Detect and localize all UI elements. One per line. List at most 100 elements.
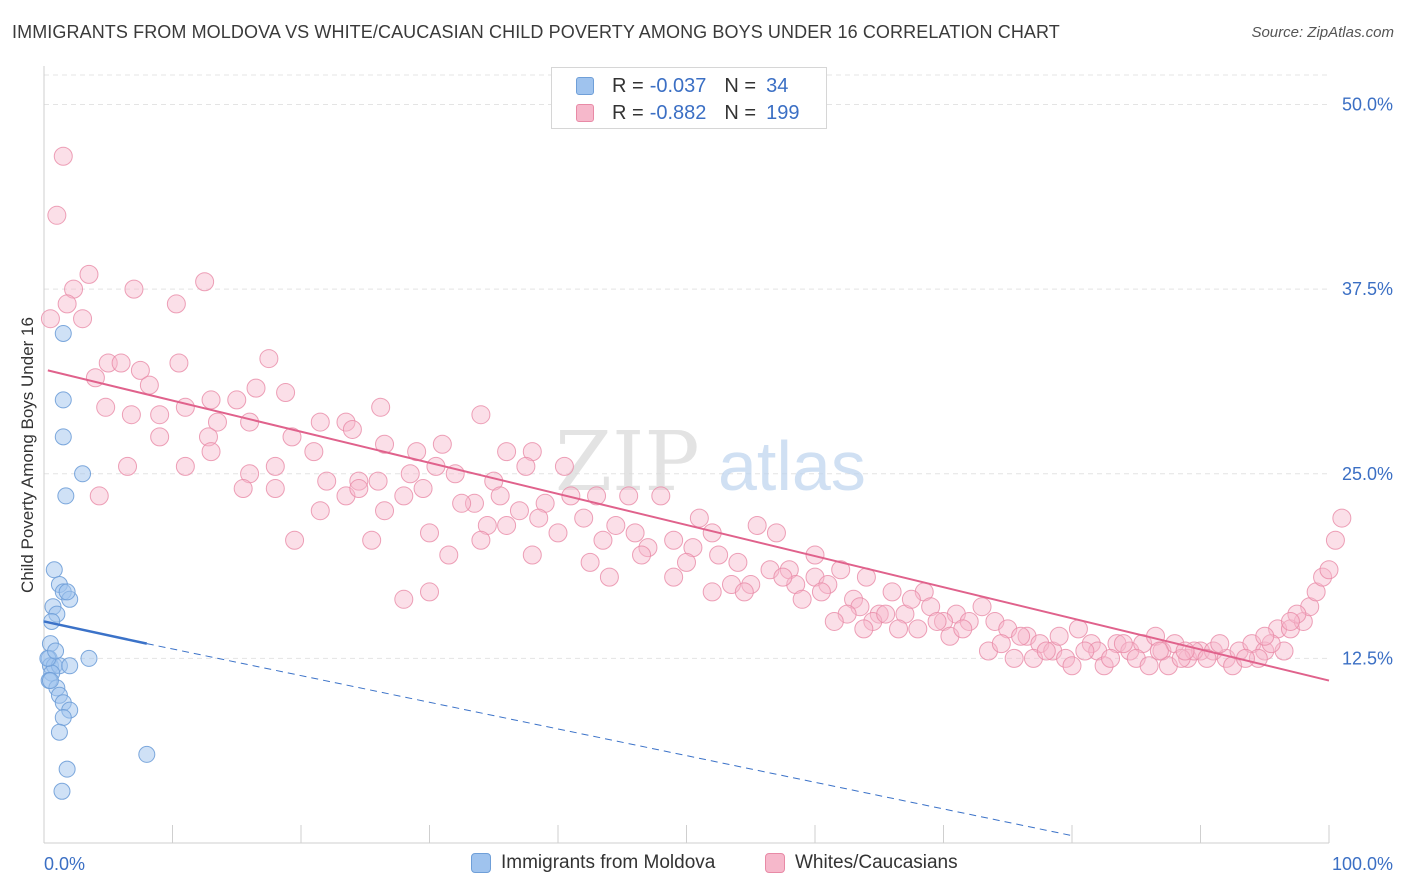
data-point-whites: [1149, 641, 1169, 661]
data-point-whites: [599, 567, 619, 587]
data-point-whites: [1056, 648, 1076, 668]
data-point-whites: [1094, 656, 1114, 676]
stats-legend: R = -0.037 N = 34 R = -0.882 N = 199: [551, 67, 827, 129]
y-tick-label: 37.5%: [1342, 279, 1393, 299]
data-point-moldova: [54, 324, 72, 342]
y-tick-label: 25.0%: [1342, 464, 1393, 484]
data-point-moldova: [58, 760, 76, 778]
data-point-whites: [709, 545, 729, 565]
data-point-whites: [1261, 634, 1281, 654]
data-point-whites: [349, 479, 369, 499]
data-point-whites: [561, 486, 581, 506]
data-point-whites: [876, 604, 896, 624]
data-point-whites: [953, 619, 973, 639]
data-point-whites: [1113, 634, 1133, 654]
data-point-whites: [664, 567, 684, 587]
bottom-legend-whites: Whites/Caucasians: [765, 852, 958, 874]
data-point-whites: [310, 412, 330, 432]
data-point-moldova: [74, 465, 92, 483]
legend-r-value: -0.037: [649, 74, 707, 97]
data-point-whites: [233, 479, 253, 499]
data-point-whites: [471, 405, 491, 425]
data-point-whites: [908, 619, 928, 639]
legend-n-value: 34: [766, 74, 789, 97]
trend-line-moldova-extension: [146, 643, 1073, 837]
data-point-whites: [805, 545, 825, 565]
data-point-whites: [118, 456, 138, 476]
data-point-whites: [811, 582, 831, 602]
series-moldova: [39, 324, 156, 800]
data-point-moldova: [54, 708, 72, 726]
data-point-whites: [1319, 560, 1339, 580]
data-point-whites: [574, 508, 594, 528]
data-point-whites: [509, 501, 529, 521]
data-point-whites: [702, 582, 722, 602]
data-point-whites: [121, 405, 141, 425]
data-point-whites: [227, 390, 247, 410]
data-point-whites: [734, 582, 754, 602]
data-point-whites: [818, 575, 838, 595]
data-point-whites: [1255, 641, 1275, 661]
data-point-whites: [40, 309, 60, 329]
data-point-whites: [959, 611, 979, 631]
data-point-whites: [175, 456, 195, 476]
data-point-whites: [276, 383, 296, 403]
data-point-whites: [96, 397, 116, 417]
data-point-whites: [773, 567, 793, 587]
source-label: Source: ZipAtlas.com: [1251, 24, 1394, 41]
legend-r-value: -0.882: [649, 101, 707, 124]
data-point-whites: [130, 360, 150, 380]
bottom-legend-swatch-whites: [765, 853, 785, 873]
data-point-whites: [1036, 641, 1056, 661]
data-point-whites: [89, 486, 109, 506]
data-point-whites: [901, 589, 921, 609]
data-point-moldova: [47, 642, 65, 660]
data-point-whites: [1287, 604, 1307, 624]
data-point-whites: [259, 349, 279, 369]
data-point-whites: [1004, 648, 1024, 668]
data-point-whites: [400, 464, 420, 484]
data-point-whites: [632, 545, 652, 565]
data-point-whites: [394, 486, 414, 506]
data-point-whites: [1280, 611, 1300, 631]
data-point-whites: [265, 456, 285, 476]
data-point-whites: [375, 501, 395, 521]
data-point-whites: [1075, 641, 1095, 661]
tick-labels: 12.5% 25.0% 37.5% 50.0% 0.0% 100.0%: [44, 95, 1393, 874]
data-point-moldova: [61, 657, 79, 675]
trend-lines: [43, 369, 1330, 837]
data-point-whites: [420, 582, 439, 602]
data-point-whites: [169, 353, 189, 373]
data-point-whites: [889, 619, 909, 639]
data-point-whites: [349, 471, 369, 491]
data-point-whites: [201, 442, 221, 462]
data-point-whites: [336, 412, 356, 432]
y-tick-label: 50.0%: [1342, 95, 1393, 115]
data-point-whites: [831, 560, 851, 580]
data-point-whites: [342, 419, 362, 439]
bottom-legend-label-whites: Whites/Caucasians: [795, 852, 958, 873]
data-point-whites: [432, 434, 452, 454]
data-point-whites: [420, 523, 439, 543]
data-point-whites: [972, 597, 992, 617]
data-point-whites: [317, 471, 337, 491]
data-point-whites: [869, 604, 889, 624]
legend-row-moldova: R = -0.037 N = 34: [576, 74, 788, 98]
data-point-whites: [207, 412, 227, 432]
trend-line-whites: [47, 369, 1330, 682]
legend-r-label: R =: [612, 74, 644, 97]
data-point-whites: [824, 611, 844, 631]
data-point-whites: [619, 486, 639, 506]
trend-line-moldova: [43, 620, 148, 645]
legend-swatch-whites: [576, 104, 594, 122]
data-point-whites: [368, 471, 388, 491]
data-point-moldova: [57, 487, 75, 505]
data-point-whites: [285, 530, 305, 550]
data-point-whites: [882, 582, 902, 602]
data-point-moldova: [54, 428, 72, 446]
data-point-whites: [580, 552, 600, 572]
data-point-moldova: [138, 745, 156, 763]
bottom-legend-swatch-moldova: [471, 853, 491, 873]
data-point-whites: [593, 530, 613, 550]
data-point-whites: [741, 575, 761, 595]
